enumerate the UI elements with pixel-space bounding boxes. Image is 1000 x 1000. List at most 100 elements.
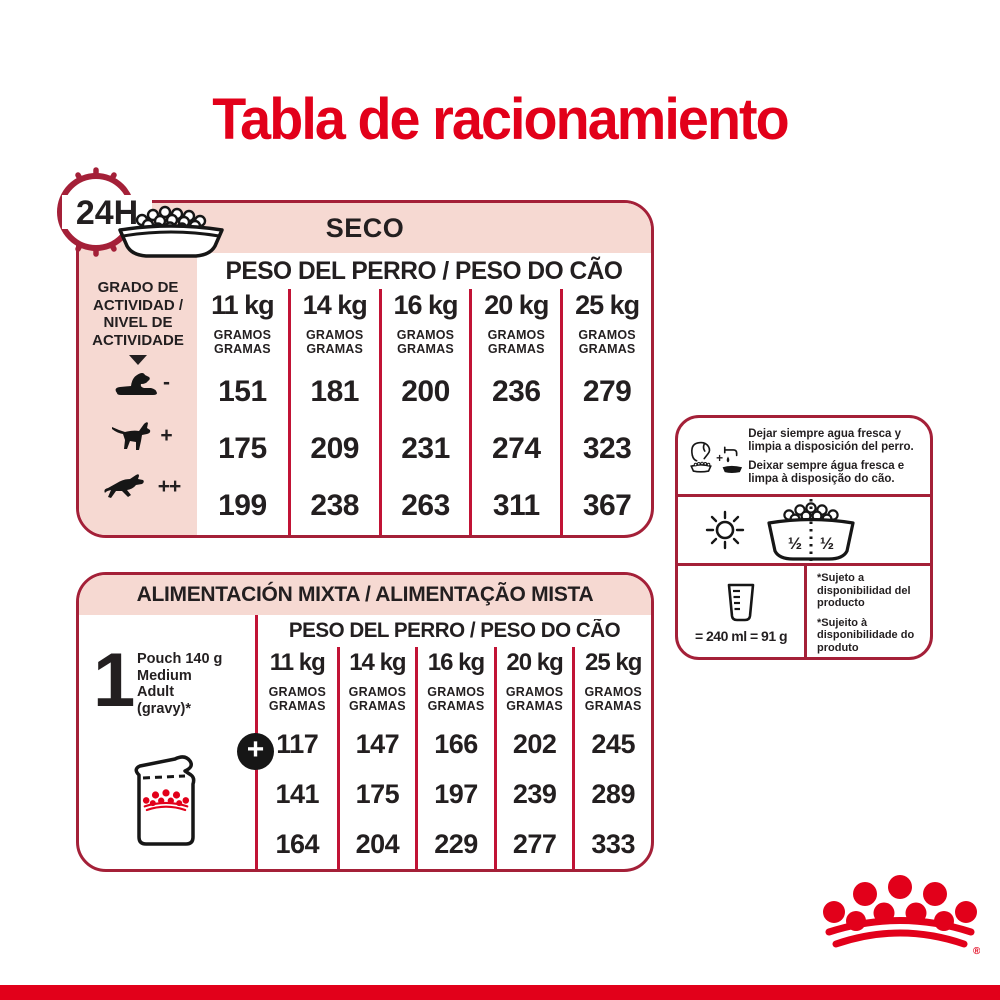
activity-label-line: GRADO DE bbox=[97, 279, 179, 296]
ration-value: 166 bbox=[434, 728, 478, 759]
ration-value: 175 bbox=[355, 778, 400, 809]
pouch-line: (gravy)* bbox=[137, 700, 191, 717]
ration-value: 202 bbox=[512, 728, 557, 759]
seco-column-16kg: 16 kg GRAMOS GRAMAS 200 231 263 bbox=[378, 289, 470, 535]
fresh-water-note-es: Dejar siempre agua fresca y limpia a dis… bbox=[748, 428, 914, 453]
weight-header: PESO DEL PERRO / PESO DO CÃO bbox=[225, 256, 623, 285]
seco-weight-columns: PESO DEL PERRO / PESO DO CÃO 11 kg GRAMO… bbox=[197, 253, 651, 535]
care-info-panel: + Dejar siempre agua fresca y limpia a d… bbox=[675, 415, 933, 660]
half-bowl-icon: ½ ½ bbox=[767, 499, 855, 561]
weight-label: 16 kg bbox=[427, 649, 485, 676]
svg-text:½: ½ bbox=[820, 534, 834, 553]
ration-value: 151 bbox=[218, 374, 267, 408]
mixed-feeding-header: ALIMENTACIÓN MIXTA / ALIMENTAÇÃO MISTA bbox=[79, 575, 651, 615]
kibble-bowl-icon bbox=[118, 205, 224, 258]
running-dog-icon bbox=[104, 474, 144, 498]
weight-label: 20 kg bbox=[506, 649, 563, 676]
pouch-line: Adult bbox=[137, 684, 175, 700]
sun-icon bbox=[705, 510, 745, 550]
seco-column-11kg: 11 kg GRAMOS GRAMAS 151 175 199 bbox=[197, 289, 288, 535]
weight-label: 25 kg bbox=[585, 649, 642, 676]
weight-label: 11 kg bbox=[269, 649, 326, 676]
ration-value: 245 bbox=[591, 728, 635, 759]
activity-row-high: ++ bbox=[87, 473, 195, 500]
svg-text:®: ® bbox=[973, 946, 980, 957]
pouch-count: 1 bbox=[93, 638, 135, 723]
weight-label: 20 kg bbox=[484, 289, 549, 320]
units-label: GRAMOS GRAMAS bbox=[396, 327, 455, 357]
moon-icon bbox=[882, 513, 899, 547]
pouch-line: Pouch 140 g bbox=[137, 651, 223, 667]
fresh-water-note: Dejar siempre agua fresca y limpia a dis… bbox=[748, 428, 922, 486]
ration-value: 209 bbox=[310, 431, 359, 465]
units-label: GRAMOS GRAMAS bbox=[584, 684, 642, 714]
ration-value: 229 bbox=[434, 828, 478, 859]
brand-red-bar bbox=[0, 985, 1000, 1000]
weight-header: PESO DEL PERRO / PESO DO CÃO bbox=[288, 619, 621, 642]
mixta-column-20kg: 20 kg GRAMOS GRAMAS 202 239 277 bbox=[493, 647, 573, 869]
pouch-description: Pouch 140 g Medium Adult (gravy)* bbox=[137, 651, 222, 717]
units-label: GRAMOS GRAMAS bbox=[268, 684, 327, 714]
page-title: Tabla de racionamiento bbox=[212, 87, 789, 152]
availability-note-es: *Sujeto a disponibilidad del producto bbox=[817, 572, 911, 609]
weight-label: 25 kg bbox=[575, 289, 640, 320]
units-label: GRAMOS GRAMAS bbox=[427, 684, 485, 714]
ration-value: 197 bbox=[434, 778, 478, 809]
seco-column-25kg: 25 kg GRAMOS GRAMAS 279 323 367 bbox=[560, 289, 651, 535]
ration-value: 279 bbox=[582, 374, 632, 408]
measuring-row: = 240 ml = 91 g *Sujeto a disponibilidad… bbox=[678, 563, 930, 657]
activity-label: GRADO DE ACTIVIDAD / NIVEL DE ACTIVIDADE bbox=[79, 279, 197, 349]
ration-value: 333 bbox=[591, 828, 635, 859]
ration-value: 263 bbox=[401, 489, 450, 523]
ration-value: 199 bbox=[218, 489, 267, 523]
activity-label-line: ACTIVIDADE bbox=[92, 331, 184, 349]
lying-dog-icon bbox=[115, 373, 157, 395]
weight-label: 14 kg bbox=[302, 289, 368, 320]
mixta-column-11kg: 11 kg GRAMOS GRAMAS 117 141 164 bbox=[258, 647, 337, 869]
measuring-cup-icon bbox=[727, 583, 755, 622]
day-night-split-row: ½ ½ bbox=[678, 494, 930, 563]
weight-label: 16 kg bbox=[393, 289, 458, 320]
pouch-icon bbox=[134, 755, 196, 846]
triangle-down-icon bbox=[129, 355, 147, 365]
fresh-water-row: + Dejar siempre agua fresca y limpia a d… bbox=[678, 418, 930, 494]
weight-label: 11 kg bbox=[211, 289, 275, 320]
mixta-column-14kg: 14 kg GRAMOS GRAMAS 147 175 204 bbox=[336, 647, 416, 869]
units-label: GRAMOS GRAMAS bbox=[578, 327, 636, 357]
ration-value: 277 bbox=[512, 828, 557, 859]
activity-row-medium: + bbox=[87, 419, 195, 453]
ration-value: 311 bbox=[492, 489, 540, 523]
weight-label: 14 kg bbox=[349, 649, 406, 676]
plus-badge: + bbox=[237, 733, 274, 770]
pouch-column: 1 Pouch 140 g Medium Adult (gravy)* bbox=[79, 615, 255, 869]
ration-value: 141 bbox=[275, 778, 320, 809]
royal-canin-crown-logo: ® bbox=[820, 874, 980, 957]
ration-value: 200 bbox=[401, 374, 450, 408]
ration-value: 289 bbox=[591, 778, 635, 809]
units-label: GRAMOS GRAMAS bbox=[505, 684, 564, 714]
activity-label-line: NIVEL DE bbox=[103, 314, 173, 331]
activity-sign: - bbox=[163, 370, 170, 394]
ration-value: 238 bbox=[310, 489, 359, 523]
units-label: GRAMOS GRAMAS bbox=[305, 327, 364, 357]
mixta-weight-columns: PESO DEL PERRO / PESO DO CÃO 11 kg GRAMO… bbox=[255, 615, 651, 869]
mixta-column-16kg: 16 kg GRAMOS GRAMAS 166 197 229 bbox=[415, 647, 494, 869]
units-label: GRAMOS GRAMAS bbox=[213, 327, 272, 357]
mixed-feeding-table: ALIMENTACIÓN MIXTA / ALIMENTAÇÃO MISTA 1… bbox=[76, 572, 654, 872]
availability-note-pt: *Sujeito à disponibilidade do produto bbox=[817, 616, 915, 654]
ration-value: 175 bbox=[218, 431, 267, 465]
pouch-line: Medium bbox=[137, 667, 192, 684]
dog-drinking-icon: + bbox=[690, 441, 743, 473]
activity-column: GRADO DE ACTIVIDAD / NIVEL DE ACTIVIDADE… bbox=[79, 253, 197, 535]
ration-value: 236 bbox=[492, 374, 541, 408]
standing-dog-icon bbox=[112, 422, 151, 450]
ration-value: 117 bbox=[276, 728, 319, 759]
ration-value: 147 bbox=[355, 728, 400, 759]
svg-text:24H: 24H bbox=[76, 194, 138, 232]
ration-value: 164 bbox=[275, 828, 320, 859]
ration-value: 204 bbox=[355, 828, 400, 859]
seco-column-20kg: 20 kg GRAMOS GRAMAS 236 274 311 bbox=[469, 289, 560, 535]
ration-value: 367 bbox=[582, 489, 632, 523]
cup-cell: = 240 ml = 91 g bbox=[678, 566, 804, 657]
